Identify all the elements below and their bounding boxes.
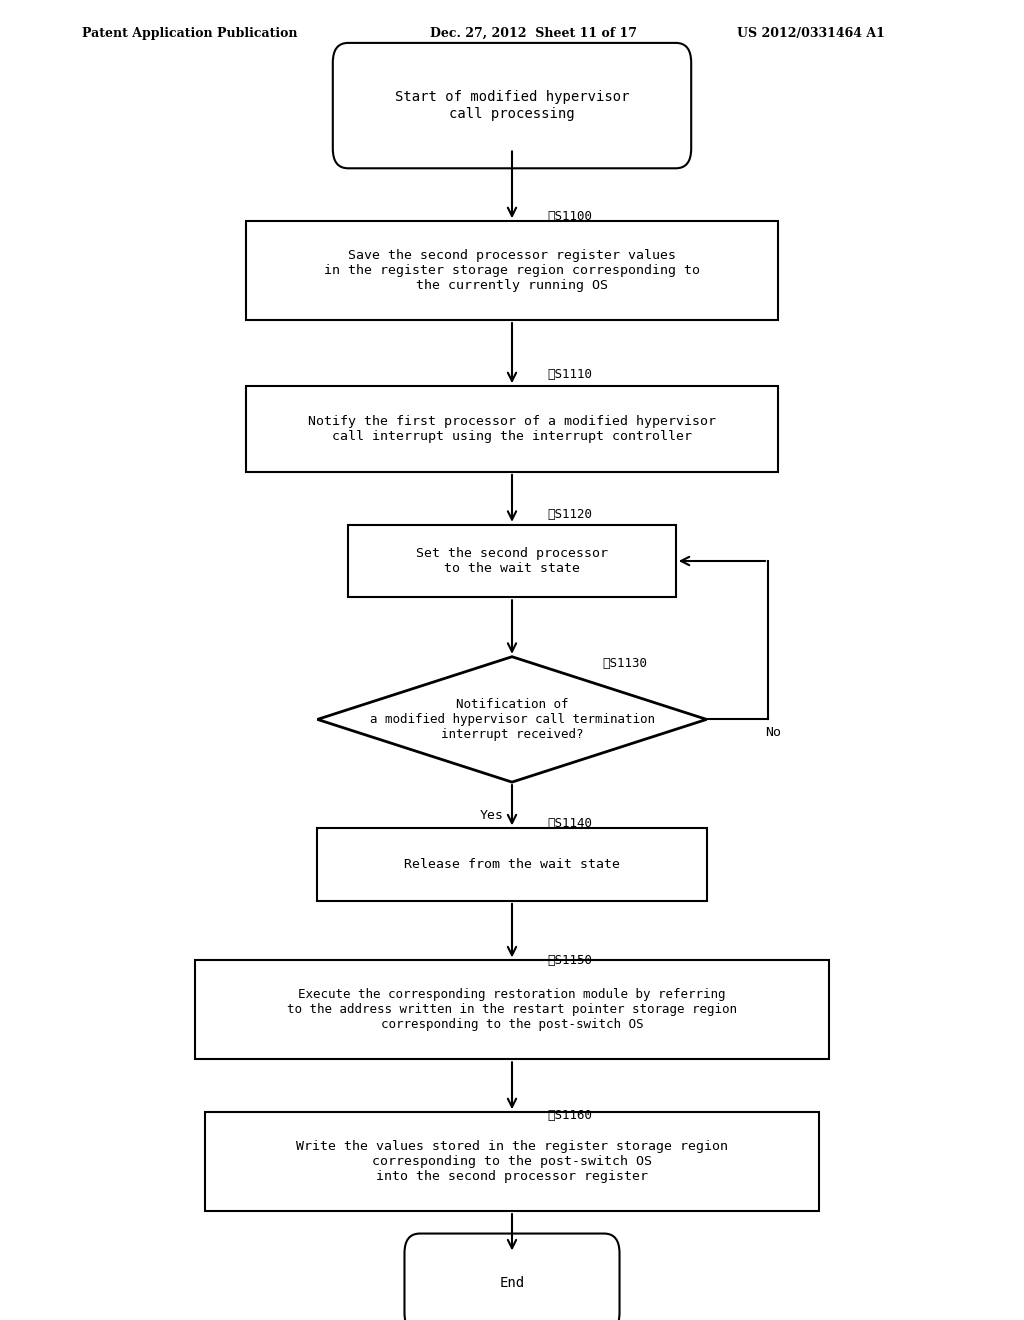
Text: ∿S1120: ∿S1120: [548, 508, 593, 521]
Text: ∿S1140: ∿S1140: [548, 817, 593, 830]
Text: US 2012/0331464 A1: US 2012/0331464 A1: [737, 26, 885, 40]
Bar: [348, 525, 676, 597]
Text: ∿S1160: ∿S1160: [548, 1109, 593, 1122]
Text: Execute the corresponding restoration module by referring
to the address written: Execute the corresponding restoration mo…: [287, 989, 737, 1031]
FancyBboxPatch shape: [333, 42, 691, 168]
Text: Notify the first processor of a modified hypervisor
call interrupt using the int: Notify the first processor of a modified…: [308, 414, 716, 444]
Text: Yes: Yes: [479, 809, 504, 821]
Bar: [246, 385, 778, 471]
Text: ∿S1110: ∿S1110: [548, 368, 593, 381]
Text: Set the second processor
to the wait state: Set the second processor to the wait sta…: [416, 546, 608, 576]
Text: Save the second processor register values
in the register storage region corresp: Save the second processor register value…: [324, 249, 700, 292]
Text: End: End: [500, 1276, 524, 1290]
Text: ∿S1130: ∿S1130: [602, 657, 647, 671]
Text: ∿S1100: ∿S1100: [548, 210, 593, 223]
Text: Dec. 27, 2012  Sheet 11 of 17: Dec. 27, 2012 Sheet 11 of 17: [430, 26, 637, 40]
Text: FIG. 11: FIG. 11: [467, 49, 557, 70]
Polygon shape: [317, 656, 707, 781]
Text: No: No: [765, 726, 781, 739]
Bar: [246, 220, 778, 319]
Text: Write the values stored in the register storage region
corresponding to the post: Write the values stored in the register …: [296, 1140, 728, 1183]
Bar: [205, 1111, 819, 1212]
Text: Patent Application Publication: Patent Application Publication: [82, 26, 297, 40]
Text: Start of modified hypervisor
call processing: Start of modified hypervisor call proces…: [394, 91, 630, 120]
Text: ∿S1150: ∿S1150: [548, 954, 593, 968]
Text: Notification of
a modified hypervisor call termination
interrupt received?: Notification of a modified hypervisor ca…: [370, 698, 654, 741]
FancyBboxPatch shape: [404, 1233, 620, 1320]
Text: Release from the wait state: Release from the wait state: [404, 858, 620, 871]
Bar: [195, 961, 829, 1059]
Bar: [317, 829, 707, 902]
